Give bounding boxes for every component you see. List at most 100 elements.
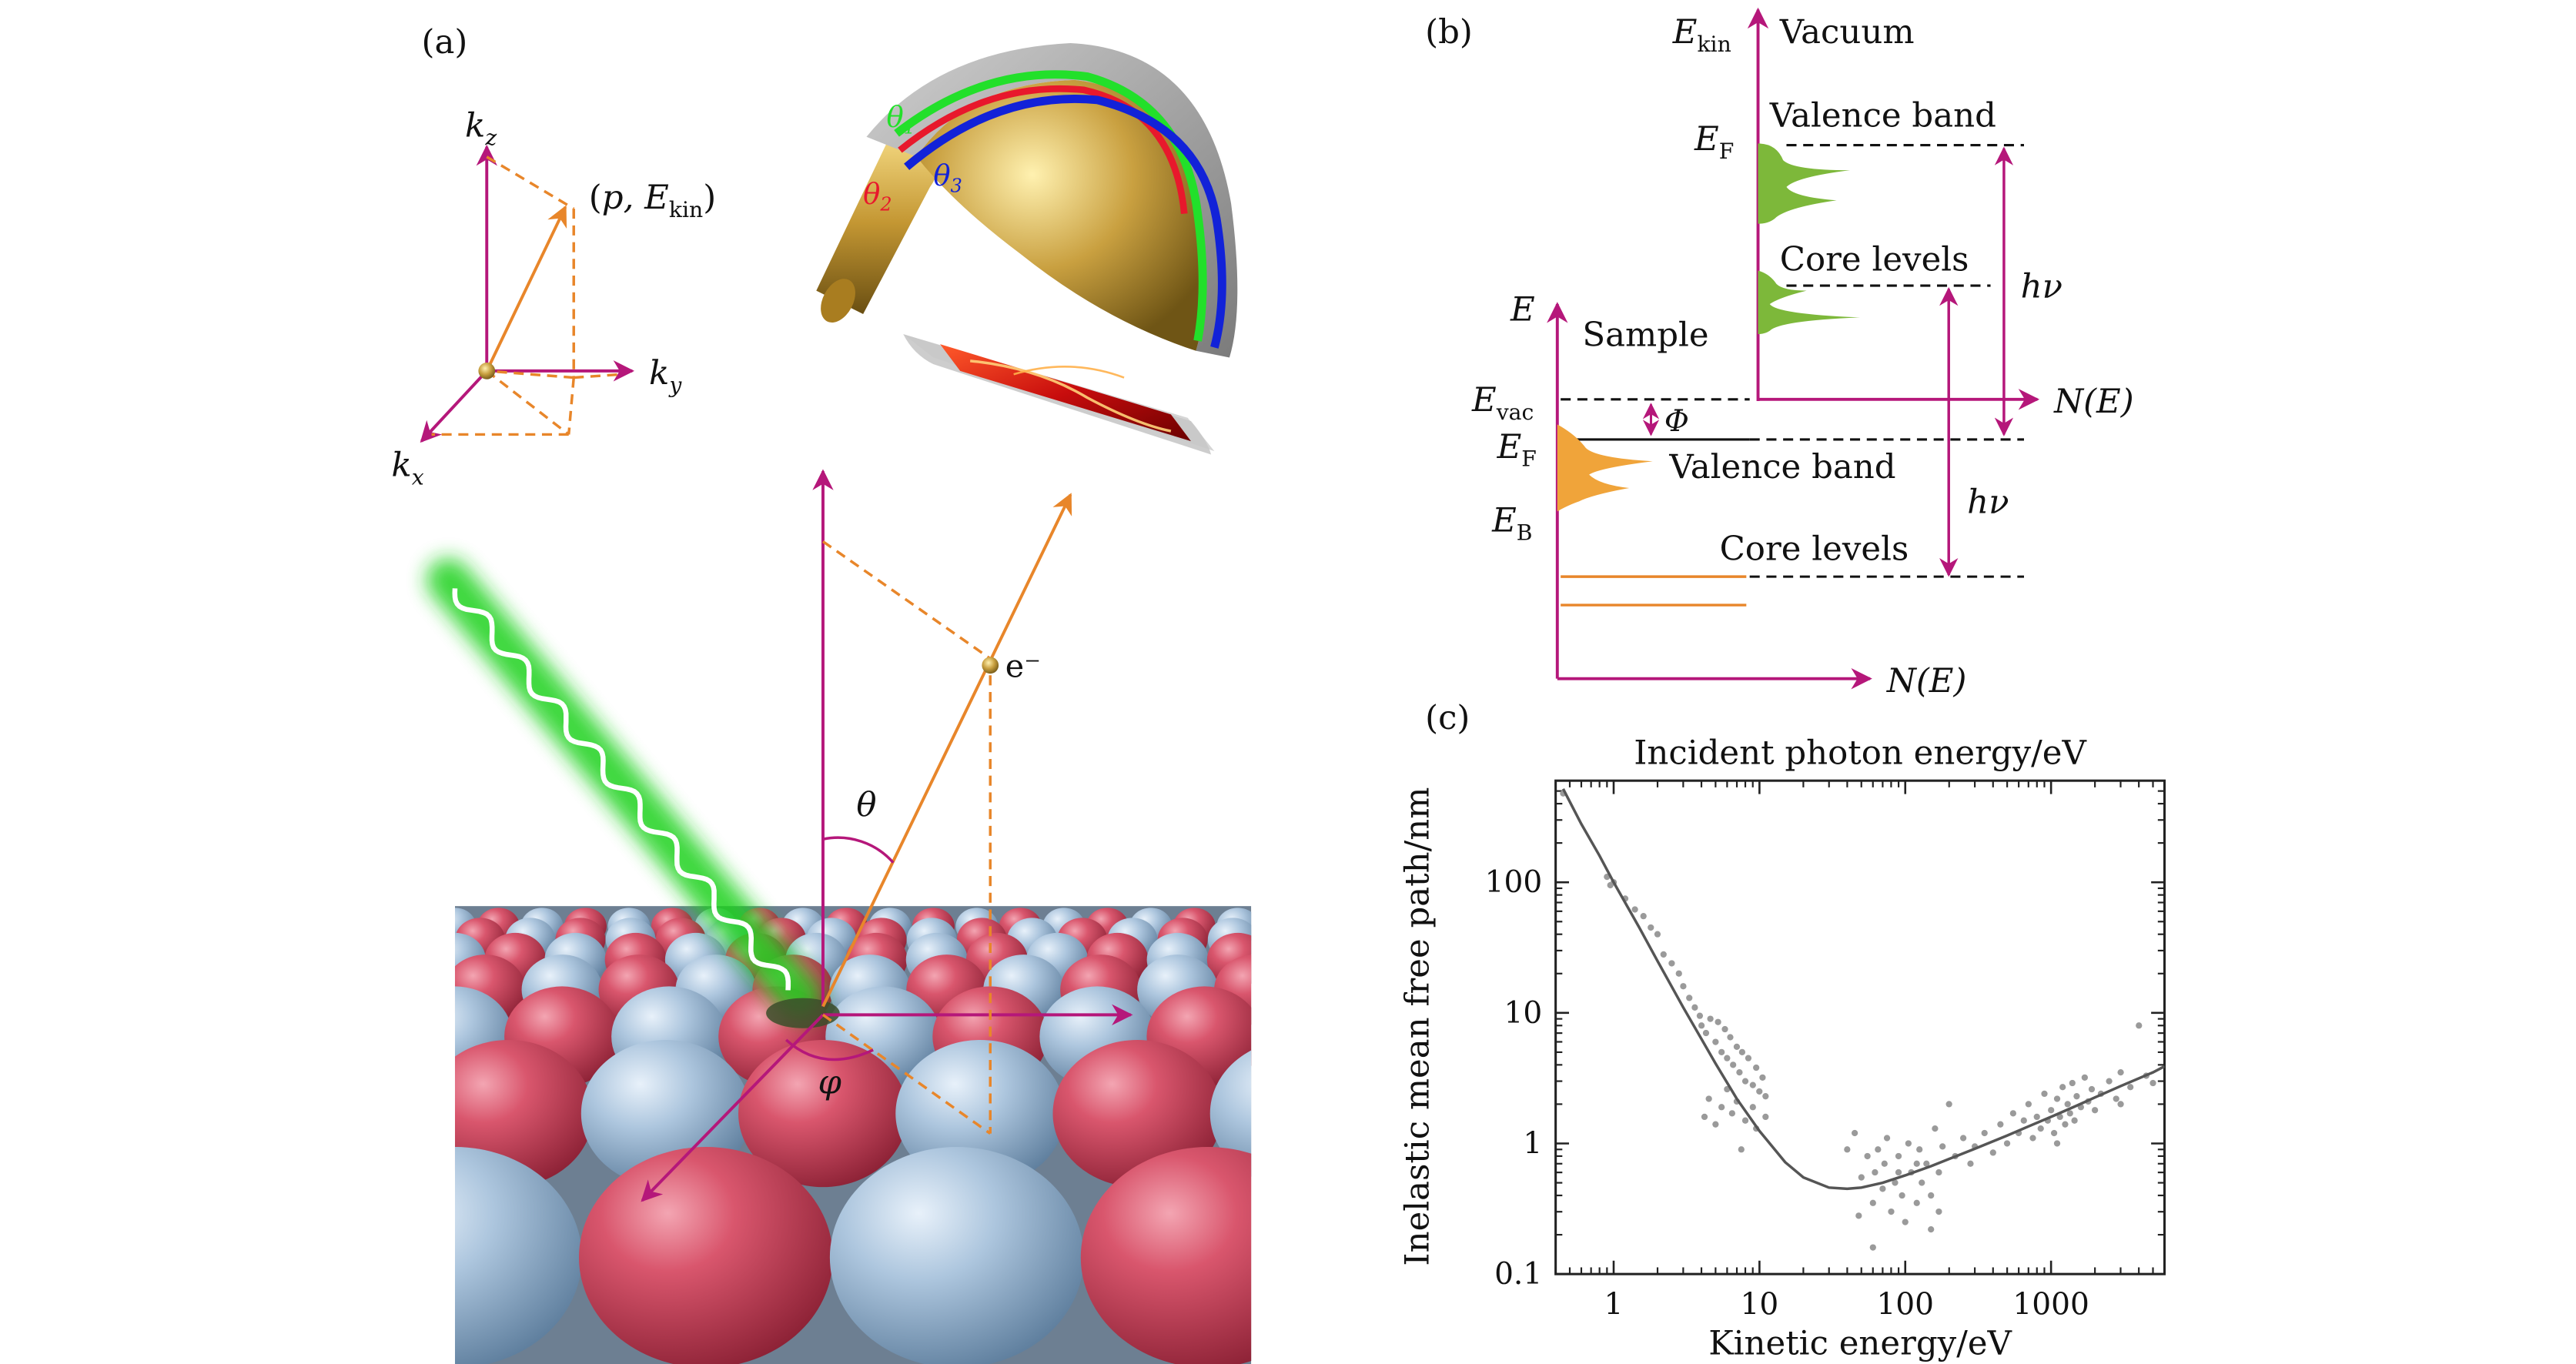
data-point — [1899, 1192, 1905, 1199]
data-point — [1879, 1185, 1886, 1192]
crystal-atom-red — [77, 1147, 331, 1364]
data-point — [1858, 1174, 1865, 1181]
valence-band-top-label: Valence band — [1769, 97, 1996, 135]
eb-label: EB — [1491, 501, 1532, 545]
momentum-vector — [485, 205, 567, 372]
data-point — [1640, 913, 1647, 920]
data-point — [1935, 1168, 1942, 1176]
valence-peaks-top — [1758, 143, 1851, 224]
theta2-label: θ2 — [863, 178, 892, 216]
data-point — [1736, 1068, 1743, 1076]
data-point — [1668, 960, 1675, 967]
data-point — [1756, 1088, 1763, 1095]
data-point — [1869, 1199, 1876, 1206]
emission-geometry: e⁻ θ φ — [641, 469, 1133, 1202]
data-point — [1680, 983, 1687, 990]
crystal-atom-blue — [1332, 1147, 1586, 1364]
crystal-atom-red — [364, 933, 426, 987]
data-point — [2009, 1110, 2017, 1117]
crystal-atom-red — [290, 986, 406, 1086]
crystal-atom-red — [1080, 1147, 1252, 1364]
data-point — [1895, 1152, 1902, 1160]
panel-c-label: (c) — [1425, 699, 1470, 737]
data-point — [1923, 1160, 1930, 1167]
data-point — [1654, 931, 1661, 938]
data-point — [2041, 1090, 2048, 1098]
data-point — [1686, 995, 1693, 1001]
evac-label: Evac — [1471, 381, 1534, 425]
x-axis-label: Kinetic energy/eV — [1708, 1324, 2012, 1362]
data-point — [2033, 1113, 2040, 1121]
data-point — [2003, 1140, 2011, 1147]
data-point — [1728, 1110, 1735, 1117]
data-point — [2029, 1135, 2036, 1142]
data-point — [1631, 906, 1638, 913]
data-point — [1881, 1160, 1888, 1167]
data-point — [1981, 1129, 1988, 1137]
data-point — [1960, 1135, 1967, 1142]
data-point — [1939, 1143, 1946, 1150]
sample-label: Sample — [1582, 316, 1708, 354]
data-point — [2117, 1068, 2124, 1076]
data-point — [1869, 1244, 1876, 1251]
data-point — [1916, 1146, 1923, 1153]
panel-a-label: (a) — [422, 23, 468, 62]
trajectory-red — [898, 85, 1188, 215]
data-point — [2106, 1078, 2113, 1085]
core-levels-top-label: Core levels — [1780, 241, 1969, 279]
y-tick-label: 10 — [1504, 996, 1543, 1031]
data-point — [2062, 1121, 2069, 1128]
data-point — [1727, 1034, 1734, 1041]
crystal-atom-red — [454, 1039, 594, 1188]
crystal-atom-blue — [829, 1147, 1084, 1364]
data-point — [2117, 1101, 2124, 1108]
valence-peaks-bottom — [1557, 424, 1653, 512]
detector-screen — [903, 334, 1215, 455]
lens-tube — [816, 131, 938, 323]
core-peaks-top — [1758, 270, 1861, 335]
data-point — [1715, 1018, 1721, 1025]
ekin-label: Ekin — [1672, 13, 1731, 57]
y-tick-label: 1 — [1523, 1127, 1542, 1162]
ef-top-label: EF — [1694, 120, 1734, 164]
data-point — [1883, 1135, 1891, 1142]
data-point — [1913, 1160, 1920, 1167]
data-point — [1945, 1101, 1952, 1108]
data-point — [2071, 1117, 2078, 1124]
data-point — [1705, 1095, 1712, 1102]
photoelectron — [982, 657, 999, 674]
data-point — [2073, 1093, 2080, 1100]
crystal-atom-red — [390, 908, 433, 944]
data-point — [1989, 1149, 1996, 1156]
crystal-atom-blue — [1209, 1050, 1252, 1177]
data-point — [1718, 1048, 1725, 1055]
hv-mid-label: hν — [1967, 483, 2009, 522]
y-axis-label: Inelastic mean free path/nm — [1399, 787, 1437, 1266]
data-point — [2113, 1095, 2119, 1102]
data-point — [1733, 1043, 1741, 1050]
data-point — [2081, 1074, 2088, 1081]
vacuum-label: Vacuum — [1779, 13, 1915, 52]
ef-label: EF — [1497, 428, 1537, 472]
data-point — [1762, 1093, 1769, 1100]
data-point — [1888, 1208, 1895, 1215]
data-point — [2037, 1125, 2044, 1132]
data-point — [1905, 1140, 1912, 1147]
analyzer-inner-hemisphere — [916, 79, 1206, 351]
data-point — [1997, 1121, 2004, 1128]
theta-arc — [822, 836, 895, 864]
data-point — [1902, 1219, 1909, 1225]
y-tick-label: 100 — [1485, 865, 1543, 900]
data-point — [1702, 1029, 1710, 1037]
data-point — [1707, 1015, 1714, 1022]
lower-ne-label: N(E) — [1886, 662, 1967, 700]
panel-b: (b) Ekin Vacuum Valence band EF Core lev… — [1425, 7, 2134, 700]
data-point — [1660, 951, 1667, 958]
valence-band-bottom-label: Valence band — [1668, 448, 1895, 486]
x-tick-label: 100 — [1876, 1287, 1934, 1322]
data-point — [1749, 1104, 1756, 1111]
data-point — [1851, 1129, 1858, 1137]
data-point — [1691, 1004, 1698, 1011]
data-point — [1928, 1226, 1935, 1233]
core-levels-bottom-label: Core levels — [1720, 530, 1909, 568]
